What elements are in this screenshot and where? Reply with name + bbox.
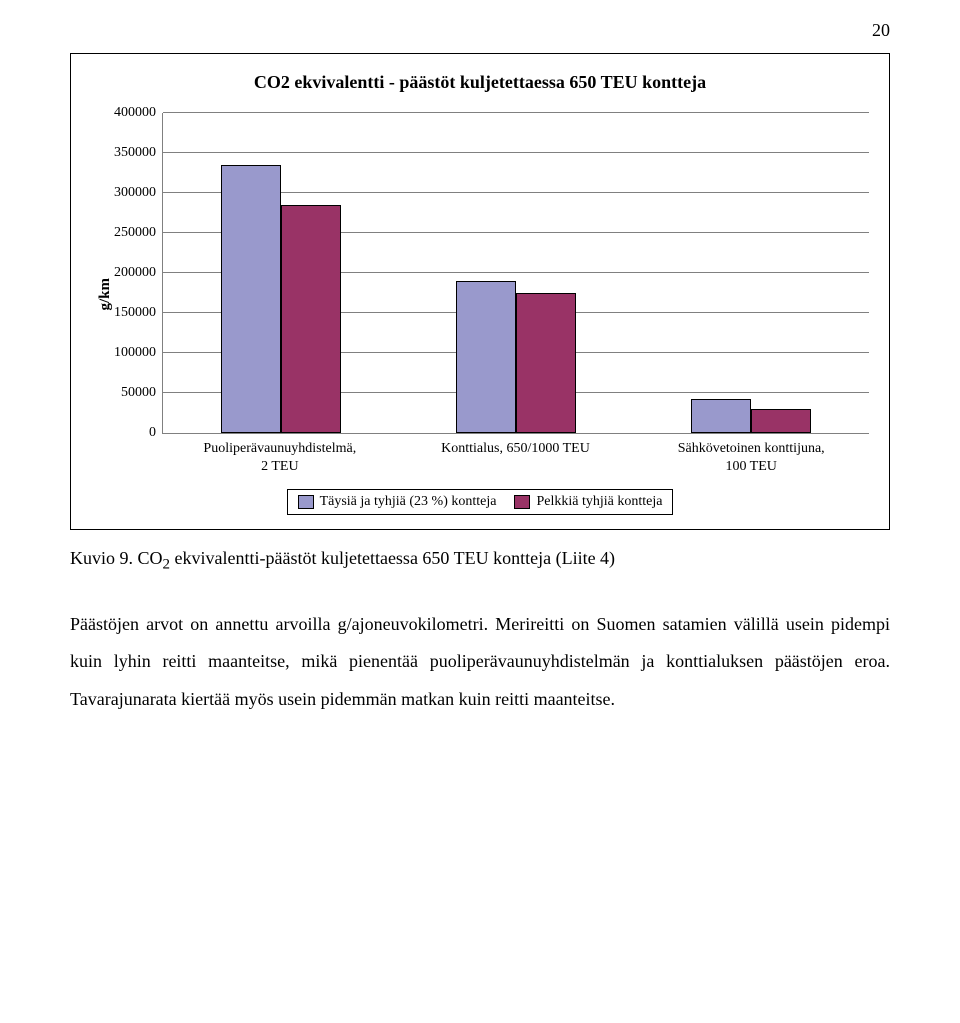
legend-swatch — [514, 495, 530, 509]
bar-group — [163, 113, 398, 433]
ytick: 350000 — [114, 145, 156, 161]
legend-item: Pelkkiä tyhjiä kontteja — [514, 494, 662, 510]
bar — [751, 409, 811, 433]
ytick: 250000 — [114, 225, 156, 241]
caption-text: Kuvio 9. CO — [70, 548, 163, 568]
bar — [691, 399, 751, 433]
ytick: 100000 — [114, 345, 156, 361]
bar-group — [398, 113, 633, 433]
legend-label: Täysiä ja tyhjiä (23 %) kontteja — [320, 494, 497, 510]
ytick: 300000 — [114, 185, 156, 201]
bar — [221, 165, 281, 433]
figure-caption: Kuvio 9. CO2 ekvivalentti-päästöt kuljet… — [70, 548, 890, 574]
plot-area — [162, 113, 869, 434]
legend-label: Pelkkiä tyhjiä kontteja — [536, 494, 662, 510]
caption-text: ekvivalentti-päästöt kuljetettaessa 650 … — [170, 548, 615, 568]
caption-sub: 2 — [163, 557, 171, 573]
legend-swatch — [298, 495, 314, 509]
legend: Täysiä ja tyhjiä (23 %) kontteja Pelkkiä… — [287, 489, 674, 515]
chart-title: CO2 ekvivalentti - päästöt kuljetettaess… — [91, 72, 869, 93]
page-number: 20 — [70, 20, 890, 41]
x-axis-label: Sähkövetoinen konttijuna,100 TEU — [633, 440, 869, 475]
chart-container: CO2 ekvivalentti - päästöt kuljetettaess… — [70, 53, 890, 530]
legend-item: Täysiä ja tyhjiä (23 %) kontteja — [298, 494, 497, 510]
ytick: 200000 — [114, 265, 156, 281]
bar — [281, 205, 341, 433]
y-axis-label: g/km — [91, 278, 114, 311]
y-axis-ticks: 400000 350000 300000 250000 200000 15000… — [114, 105, 162, 441]
x-axis-label: Puoliperävaunuyhdistelmä,2 TEU — [162, 440, 398, 475]
bar-group — [634, 113, 869, 433]
bar — [516, 293, 576, 433]
ytick: 50000 — [121, 385, 156, 401]
body-paragraph: Päästöjen arvot on annettu arvoilla g/aj… — [70, 606, 890, 719]
ytick: 150000 — [114, 305, 156, 321]
ytick: 400000 — [114, 105, 156, 121]
ytick: 0 — [149, 425, 156, 441]
bar — [456, 281, 516, 433]
x-axis-label: Konttialus, 650/1000 TEU — [398, 440, 634, 475]
